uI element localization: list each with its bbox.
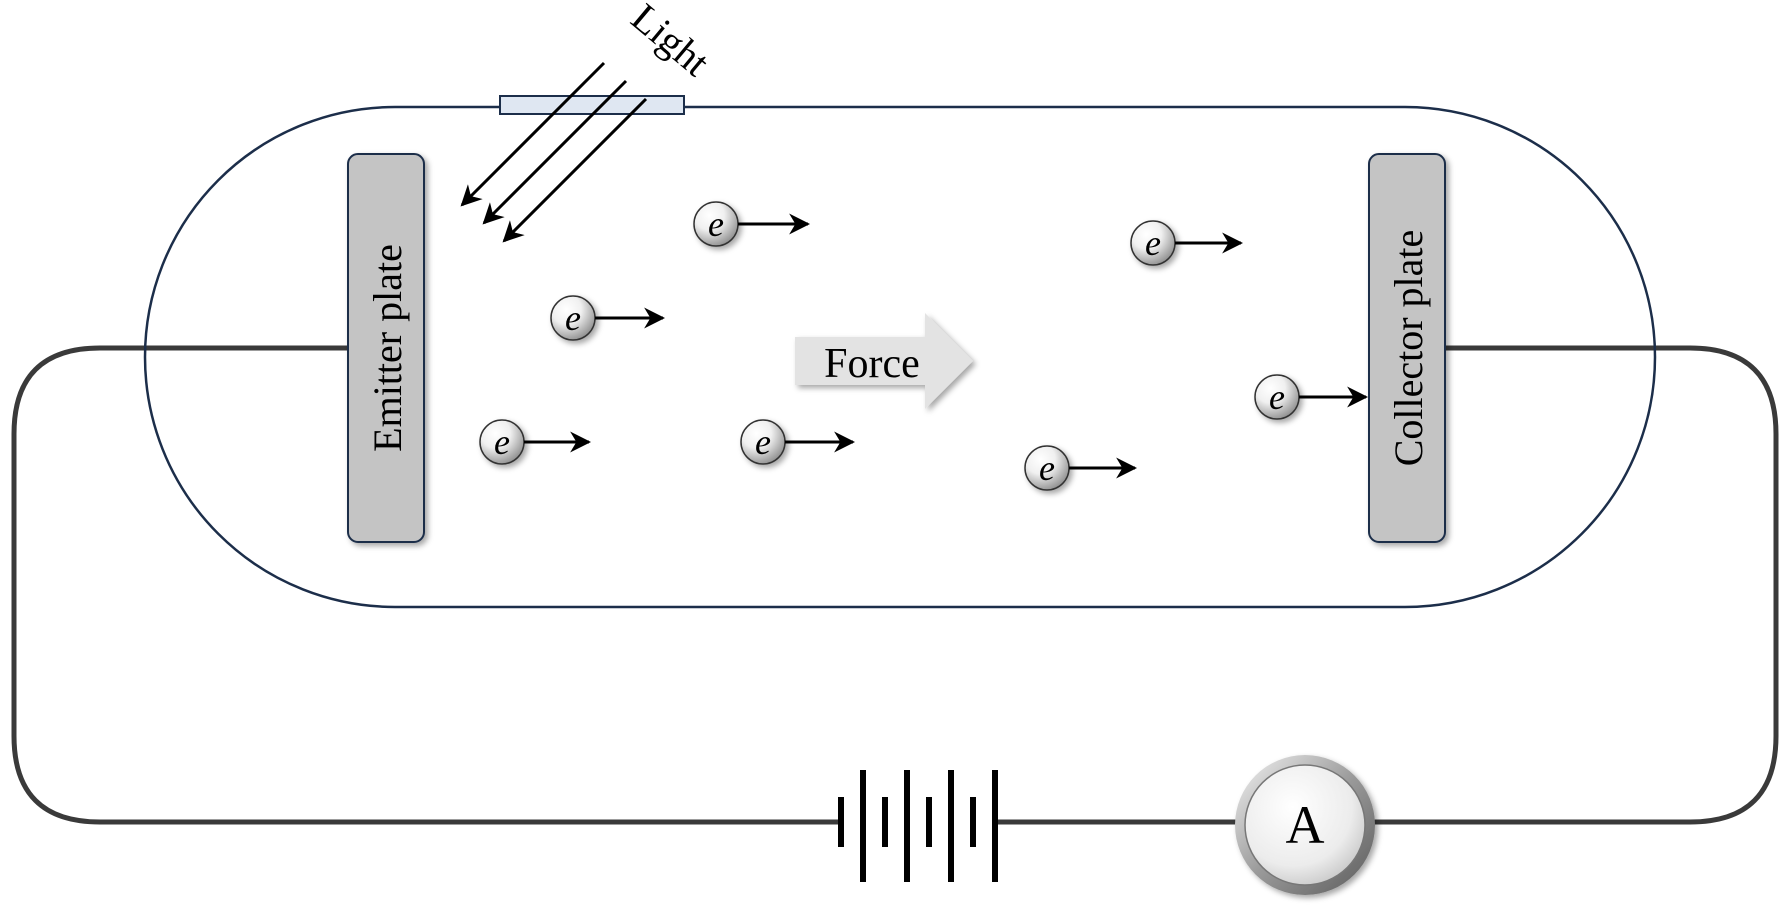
- ammeter: A: [1235, 755, 1375, 895]
- electrons: e e e e e e e: [479, 201, 1369, 491]
- battery-cell: [882, 797, 888, 847]
- electron-label: e: [565, 298, 581, 338]
- electron: e: [550, 295, 666, 341]
- electron-label: e: [1039, 448, 1055, 488]
- electron: e: [1024, 445, 1138, 491]
- collector-plate: [1368, 153, 1446, 543]
- battery-cell: [926, 797, 932, 847]
- battery-cell: [904, 770, 910, 882]
- electron: e: [479, 419, 592, 465]
- light-window: [499, 95, 685, 115]
- electron-label: e: [708, 204, 724, 244]
- light-ray: [502, 97, 648, 243]
- battery-cell: [992, 770, 998, 882]
- light-label: Light: [623, 0, 718, 85]
- electron-label: e: [494, 422, 510, 462]
- electron-label: e: [755, 422, 771, 462]
- ammeter-label: A: [1286, 795, 1325, 855]
- vacuum-tube: [143, 105, 1657, 609]
- light-ray: [482, 79, 628, 225]
- electron: e: [740, 419, 856, 465]
- battery-cell: [838, 797, 844, 847]
- battery: [838, 770, 998, 882]
- force-label: Force: [824, 341, 920, 387]
- electron-label: e: [1269, 377, 1285, 417]
- light-ray: [460, 61, 606, 207]
- electron-label: e: [1145, 223, 1161, 263]
- emitter-plate: [347, 153, 425, 543]
- electron: e: [1130, 220, 1244, 266]
- force-arrow: [795, 313, 973, 409]
- electron: e: [1254, 374, 1369, 420]
- emitter-plate-label: Emitter plate: [365, 244, 410, 452]
- collector-plate-label: Collector plate: [1386, 230, 1431, 467]
- battery-cell: [970, 797, 976, 847]
- circuit-wire: [11, 345, 1779, 825]
- battery-cell: [860, 770, 866, 882]
- light-rays: [460, 61, 648, 243]
- battery-cell: [948, 770, 954, 882]
- electron: e: [693, 201, 811, 247]
